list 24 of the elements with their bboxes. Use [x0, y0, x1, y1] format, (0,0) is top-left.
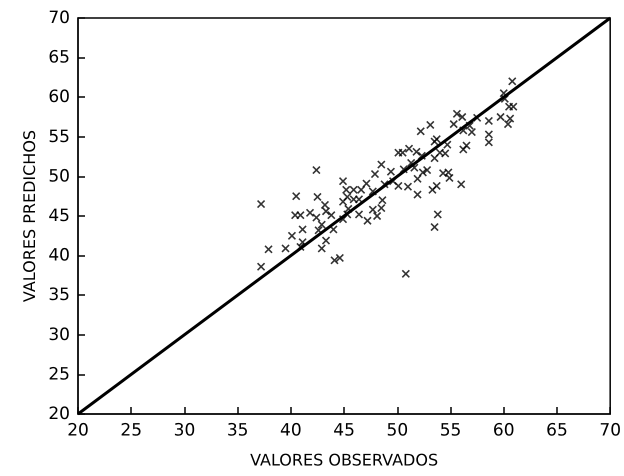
x-tick-label: 45 — [333, 420, 355, 440]
x-tick-label: 70 — [599, 420, 622, 440]
x-tick-label: 55 — [440, 420, 462, 440]
x-tick-label: 65 — [546, 420, 568, 440]
x-tick-label: 50 — [386, 420, 408, 440]
y-tick-label: 50 — [48, 166, 70, 186]
x-tick-label: 30 — [174, 420, 196, 440]
x-tick-label: 60 — [492, 420, 515, 440]
y-tick-label: 35 — [48, 285, 70, 306]
y-tick-label: 20 — [48, 404, 70, 424]
y-tick-label: 45 — [48, 206, 70, 226]
y-tick-label: 25 — [48, 364, 70, 384]
x-tick-label: 40 — [280, 420, 302, 440]
x-axis-title: VALORES OBSERVADOS — [250, 450, 438, 470]
x-tick-label: 35 — [226, 420, 248, 440]
y-tick-label: 65 — [48, 48, 70, 68]
y-tick-label: 55 — [48, 126, 70, 147]
y-tick-label: 30 — [48, 324, 70, 345]
y-axis-title: VALORES PREDICHOS — [20, 130, 39, 302]
x-tick-label: 25 — [120, 420, 142, 440]
y-tick-label: 70 — [48, 8, 70, 28]
x-tick-label: 20 — [67, 420, 89, 440]
y-tick-label: 40 — [48, 246, 70, 266]
y-tick-label: 60 — [48, 87, 70, 108]
